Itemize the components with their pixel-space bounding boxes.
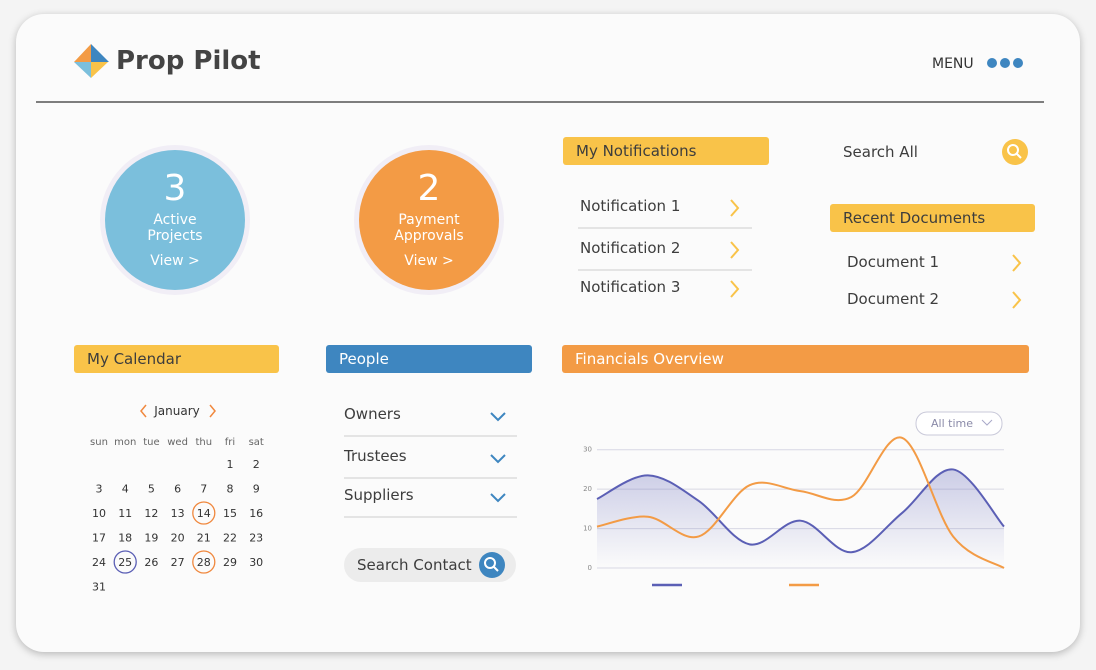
section-header: My Notifications xyxy=(563,137,769,165)
day[interactable]: 29 xyxy=(223,556,237,569)
chevron[interactable] xyxy=(730,199,740,217)
search-all[interactable]: Search All xyxy=(843,143,918,161)
weekday: sat xyxy=(249,437,264,448)
section-header: Recent Documents xyxy=(830,204,1035,232)
chevron[interactable] xyxy=(490,493,506,503)
logo xyxy=(74,44,109,78)
day[interactable]: 13 xyxy=(171,507,185,520)
filter-label: All time xyxy=(931,417,973,430)
y-tick-label: 30 xyxy=(583,446,592,454)
day-highlight xyxy=(192,501,216,525)
day[interactable]: 4 xyxy=(122,483,129,496)
notification-item[interactable]: Notification 2 xyxy=(580,239,681,257)
next-month[interactable] xyxy=(209,404,216,418)
search-icon xyxy=(484,557,499,572)
day[interactable]: 21 xyxy=(197,532,211,545)
day[interactable]: 22 xyxy=(223,532,237,545)
day[interactable]: 19 xyxy=(144,532,158,545)
y-tick-label: 20 xyxy=(583,485,592,493)
search-button[interactable] xyxy=(1002,139,1028,165)
day[interactable]: 31 xyxy=(92,581,106,594)
day[interactable]: 1 xyxy=(227,458,234,471)
day[interactable]: 23 xyxy=(249,532,263,545)
day[interactable]: 5 xyxy=(148,483,155,496)
search-icon xyxy=(1007,144,1022,159)
weekday: fri xyxy=(225,437,235,448)
day[interactable]: 20 xyxy=(171,532,185,545)
stat-value: 3 xyxy=(163,168,187,209)
filter-dropdown[interactable] xyxy=(915,411,1003,436)
brand: Prop Pilot xyxy=(116,46,261,76)
stat-circle[interactable]: 3 Active Projects View > xyxy=(105,150,245,290)
day[interactable]: 30 xyxy=(249,556,263,569)
chevron[interactable] xyxy=(490,454,506,464)
chevron[interactable] xyxy=(730,280,740,298)
stat-link: View > xyxy=(150,253,200,269)
chevron[interactable] xyxy=(1012,291,1022,309)
stat-label: Active Projects xyxy=(147,212,203,244)
chevron[interactable] xyxy=(730,241,740,259)
chevron[interactable] xyxy=(490,412,506,422)
y-tick-label: 0 xyxy=(588,564,592,572)
search-contact[interactable]: Search Contact xyxy=(357,556,472,574)
line xyxy=(596,468,1005,554)
people-group[interactable]: Suppliers xyxy=(344,486,414,504)
stat-circle[interactable]: 2 Payment Approvals View > xyxy=(359,150,499,290)
weekday: thu xyxy=(195,437,212,448)
day[interactable]: 2 xyxy=(253,458,260,471)
day[interactable]: 8 xyxy=(227,483,234,496)
weekday: wed xyxy=(167,437,188,448)
day[interactable]: 3 xyxy=(96,483,103,496)
dropdown-caret xyxy=(981,419,993,426)
section-header: Financials Overview xyxy=(562,345,1029,373)
day[interactable]: 12 xyxy=(144,507,158,520)
stat-value: 2 xyxy=(417,168,441,209)
day[interactable]: 16 xyxy=(249,507,263,520)
stat-link: View > xyxy=(404,253,454,269)
day[interactable]: 6 xyxy=(174,483,181,496)
chevron[interactable] xyxy=(1012,254,1022,272)
search-contact-button[interactable] xyxy=(479,552,505,578)
stat-label: Payment Approvals xyxy=(394,212,464,244)
prev-month[interactable] xyxy=(140,404,147,418)
day[interactable]: 28 xyxy=(197,556,211,569)
menu-dots[interactable] xyxy=(987,58,1023,68)
notification-item[interactable]: Notification 3 xyxy=(580,278,681,296)
day[interactable]: 15 xyxy=(223,507,237,520)
area xyxy=(597,469,1004,568)
weekday: sun xyxy=(90,437,108,448)
month: January xyxy=(153,404,200,418)
line xyxy=(596,436,1005,569)
search-contact-box[interactable] xyxy=(344,548,516,582)
day[interactable]: 27 xyxy=(171,556,185,569)
section-header: People xyxy=(326,345,532,373)
document-item[interactable]: Document 2 xyxy=(847,290,940,308)
day[interactable]: 7 xyxy=(200,483,207,496)
people-group[interactable]: Trustees xyxy=(344,447,407,465)
day[interactable]: 18 xyxy=(118,532,132,545)
day[interactable]: 17 xyxy=(92,532,106,545)
menu-label[interactable]: MENU xyxy=(932,56,974,72)
day[interactable]: 14 xyxy=(197,507,211,520)
section-header: My Calendar xyxy=(74,345,279,373)
day-highlight xyxy=(113,550,137,574)
day-highlight xyxy=(192,550,216,574)
day[interactable]: 10 xyxy=(92,507,106,520)
weekday: tue xyxy=(143,437,159,448)
day[interactable]: 11 xyxy=(118,507,132,520)
weekday: mon xyxy=(114,437,136,448)
day[interactable]: 9 xyxy=(253,483,260,496)
day[interactable]: 24 xyxy=(92,556,106,569)
notification-item[interactable]: Notification 1 xyxy=(580,197,681,215)
day[interactable]: 25 xyxy=(118,556,132,569)
y-tick-label: 10 xyxy=(583,525,592,533)
document-item[interactable]: Document 1 xyxy=(847,253,940,271)
people-group[interactable]: Owners xyxy=(344,405,401,423)
day[interactable]: 26 xyxy=(144,556,158,569)
